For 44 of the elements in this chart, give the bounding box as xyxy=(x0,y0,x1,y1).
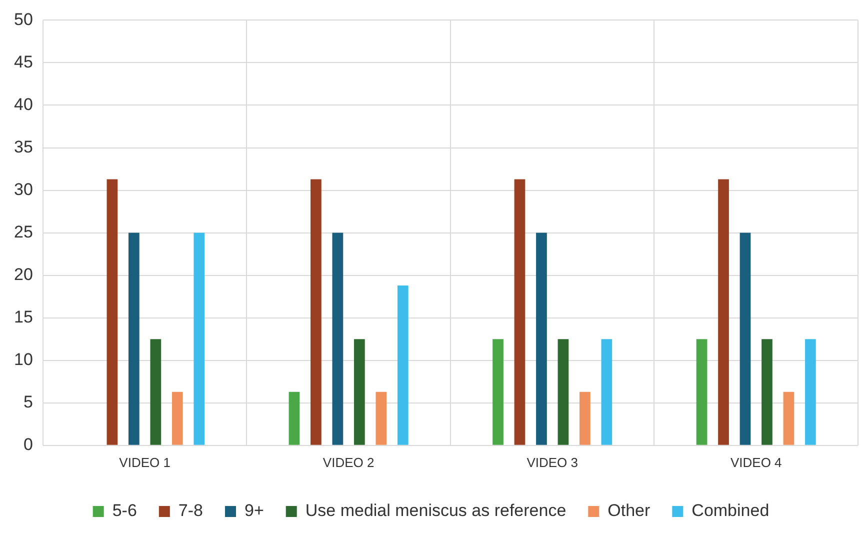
bar xyxy=(194,232,205,445)
bar xyxy=(332,232,344,445)
y-tick-label: 30 xyxy=(14,180,33,199)
bar xyxy=(172,392,183,445)
x-tick-label: VIDEO 1 xyxy=(119,454,170,470)
legend-label: 5-6 xyxy=(112,501,137,520)
y-tick-label: 20 xyxy=(14,265,33,284)
y-tick-label: 40 xyxy=(14,94,33,114)
bar xyxy=(696,339,708,445)
bar xyxy=(376,392,387,445)
legend-label: Combined xyxy=(692,501,770,520)
bar xyxy=(558,339,569,445)
y-tick-label: 45 xyxy=(14,52,33,72)
bar xyxy=(580,392,590,445)
bar xyxy=(288,392,300,445)
bar xyxy=(805,339,816,445)
bar xyxy=(310,179,322,445)
x-tick-label: VIDEO 4 xyxy=(730,454,782,470)
y-tick-label: 50 xyxy=(14,10,33,29)
legend-label: 9+ xyxy=(244,501,264,520)
y-tick-label: 10 xyxy=(14,350,33,370)
bar xyxy=(762,339,772,445)
bar xyxy=(106,179,118,445)
bar xyxy=(354,339,365,445)
y-tick-label: 5 xyxy=(23,392,33,412)
legend-label: Use medial meniscus as reference xyxy=(305,501,566,520)
y-tick-label: 25 xyxy=(14,222,33,242)
bar xyxy=(601,339,612,445)
x-tick-label: VIDEO 3 xyxy=(526,454,578,470)
bar xyxy=(783,392,794,445)
bar xyxy=(740,232,751,445)
y-tick-label: 0 xyxy=(23,435,33,454)
legend-label: Other xyxy=(608,501,651,520)
legend-label: 7-8 xyxy=(178,501,203,520)
x-tick-label: VIDEO 2 xyxy=(322,454,374,470)
bar xyxy=(514,179,526,445)
bar xyxy=(492,339,504,445)
y-tick-label: 35 xyxy=(14,137,33,156)
y-tick-label: 15 xyxy=(14,308,33,327)
bar xyxy=(718,179,729,445)
bar xyxy=(397,286,408,445)
bar xyxy=(150,339,162,445)
bar xyxy=(128,232,140,445)
bar xyxy=(536,232,547,445)
